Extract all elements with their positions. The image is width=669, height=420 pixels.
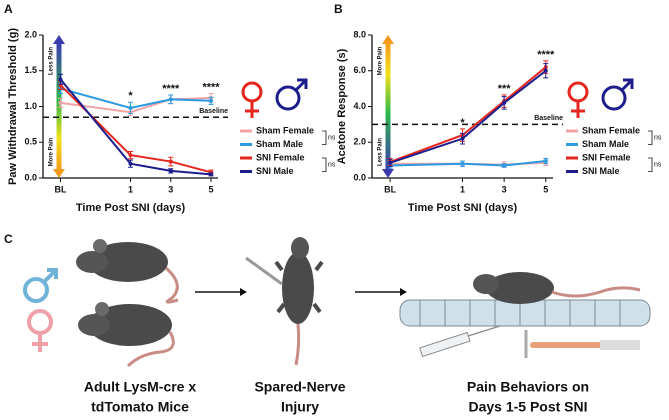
significance: **** [162, 83, 180, 95]
point [502, 100, 507, 105]
female-symbol [245, 101, 259, 118]
pain-arrow [56, 43, 62, 170]
point [388, 160, 393, 165]
arrow-label: More Pain [378, 46, 384, 75]
significance: **** [537, 49, 555, 61]
series-line [59, 78, 212, 176]
point [209, 98, 213, 103]
male-symbol [620, 78, 634, 92]
point [128, 153, 133, 158]
point [460, 136, 465, 141]
y-tick-label: 1.5 [24, 65, 37, 75]
illustration [23, 237, 651, 368]
arrow-head [382, 35, 394, 44]
bracket-label: ns [654, 162, 662, 169]
male-symbol [601, 85, 627, 111]
bracket-label: ns [328, 135, 336, 142]
legend-bracket [648, 130, 653, 145]
y-tick-label: 0.0 [24, 172, 37, 182]
female-symbol [571, 101, 585, 118]
point [128, 105, 133, 110]
series-line [389, 69, 547, 164]
x-axis-title: Time Post SNI (days) [76, 202, 186, 214]
y-tick-label: 2.0 [353, 137, 366, 147]
baseline-label: Baseline [199, 108, 228, 115]
bracket-label: ns [328, 162, 336, 169]
significance: * [128, 90, 133, 102]
x-tick-label: 5 [208, 184, 213, 194]
caption: Injury [281, 399, 319, 415]
legend-label: Sham Male [582, 139, 629, 149]
point [543, 68, 548, 73]
series-line [389, 66, 547, 163]
caption: Days 1-5 Post SNI [468, 399, 587, 415]
x-tick-label: 5 [543, 184, 548, 194]
y-tick-label: 8.0 [353, 29, 366, 39]
y-tick-label: 0.5 [24, 137, 37, 147]
arrow-label: More Pain [49, 137, 55, 166]
y-tick-label: 0.0 [353, 172, 366, 182]
legend-label: SNI Male [582, 166, 620, 176]
legend-bracket [322, 157, 327, 172]
legend-label: SNI Female [256, 152, 305, 162]
point [168, 97, 173, 102]
caption: Spared-Nerve [254, 379, 345, 395]
arrow-head [53, 35, 65, 44]
x-tick-label: 1 [460, 184, 465, 194]
point [168, 168, 173, 173]
caption: tdTomato Mice [91, 399, 189, 415]
y-tick-label: 2.0 [24, 29, 37, 39]
panel-label: A [4, 2, 13, 16]
caption: Adult LysM-cre x [84, 379, 196, 395]
x-axis-title: Time Post SNI (days) [408, 202, 518, 214]
x-tick-label: 3 [502, 184, 507, 194]
arrow-head [53, 169, 65, 178]
point [460, 161, 465, 166]
significance: **** [202, 82, 220, 94]
x-tick-label: 3 [168, 184, 173, 194]
y-tick-label: 6.0 [353, 65, 366, 75]
caption: Pain Behaviors on [467, 379, 589, 395]
legend-label: Sham Male [256, 139, 303, 149]
arrow-label: Less Pain [49, 47, 55, 75]
x-tick-label: 1 [128, 184, 133, 194]
y-tick-label: 4.0 [353, 101, 366, 111]
legend-label: Sham Female [256, 125, 314, 135]
male-symbol [275, 85, 301, 111]
y-tick-label: 1.0 [24, 101, 37, 111]
series-line [390, 160, 546, 167]
point [128, 161, 133, 166]
legend-bracket [648, 157, 653, 172]
female-symbol [241, 81, 263, 103]
arrow-head [382, 169, 394, 178]
point [58, 77, 63, 82]
pain-arrow [385, 43, 391, 170]
y-axis-title: Acetone Response (s) [336, 48, 348, 164]
significance: *** [498, 83, 512, 95]
point [209, 172, 213, 177]
baseline-label: Baseline [534, 115, 563, 122]
panel-label: C [4, 232, 13, 246]
point [543, 159, 548, 164]
significance: * [460, 117, 465, 129]
legend-label: Sham Female [582, 125, 640, 135]
point [168, 159, 173, 164]
x-tick-label: BL [384, 184, 396, 194]
male-symbol [294, 78, 308, 92]
arrow-label: Less Pain [378, 138, 384, 166]
legend-label: SNI Female [582, 152, 631, 162]
point [58, 100, 63, 105]
series-line [60, 87, 212, 109]
series-line [60, 96, 212, 114]
legend-bracket [322, 130, 327, 145]
legend-label: SNI Male [256, 166, 294, 176]
point [502, 163, 507, 168]
panel-label: B [334, 2, 343, 16]
bracket-label: ns [654, 135, 662, 142]
x-tick-label: BL [55, 184, 67, 194]
y-axis-title: Paw Withdrawal Threshold (g) [7, 28, 19, 185]
female-symbol [567, 81, 589, 103]
